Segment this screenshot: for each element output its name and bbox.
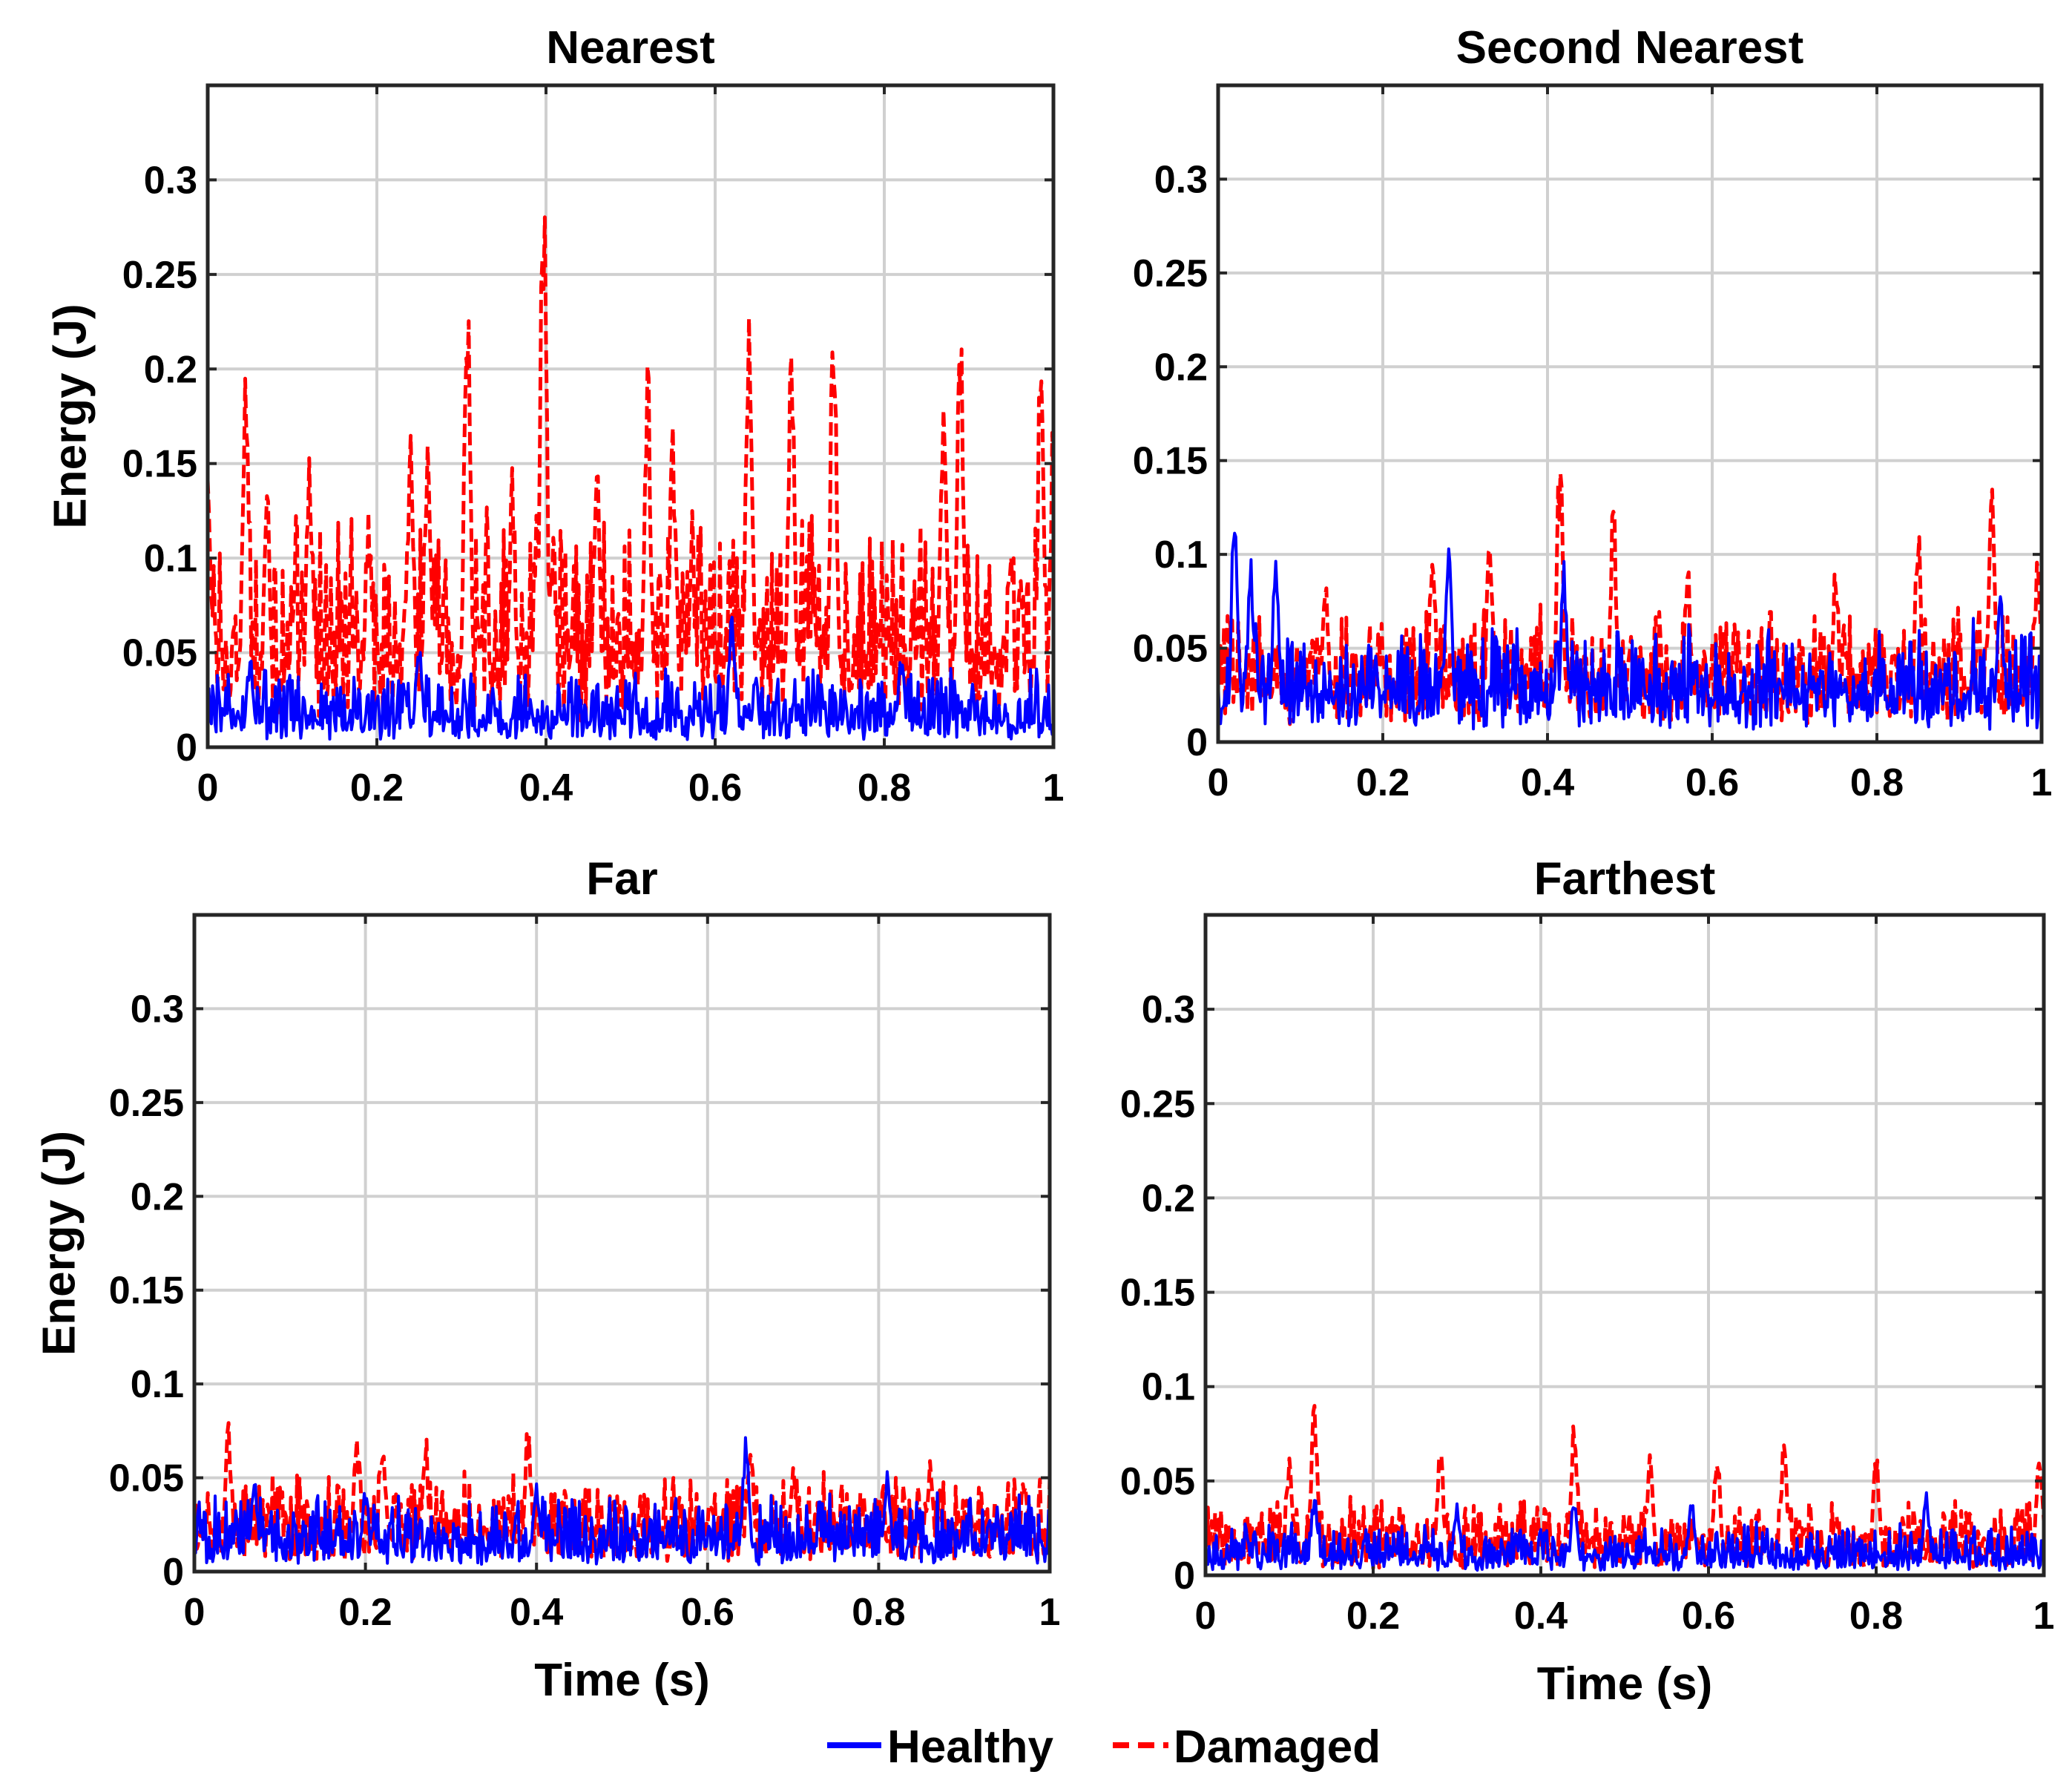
y-axis-label: Energy (J) (34, 1131, 85, 1356)
x-tick-label: 0.2 (1356, 761, 1410, 804)
series-line-healthy (1206, 1491, 2044, 1572)
x-tick-label: 0 (1208, 761, 1229, 804)
y-tick-label: 0.15 (1133, 440, 1208, 483)
x-tick-label: 0.6 (1682, 1595, 1735, 1638)
x-tick-label: 0.8 (852, 1591, 905, 1634)
y-tick-label: 0.2 (1142, 1177, 1195, 1220)
x-tick-label: 0.4 (519, 767, 573, 810)
x-axis-label: Time (s) (534, 1655, 710, 1706)
series-group (1218, 471, 2042, 731)
y-tick-label: 0.3 (1154, 158, 1208, 201)
axes-box (1203, 913, 2046, 1578)
x-tick-label: 0.6 (688, 767, 742, 810)
y-tick-label: 0.25 (109, 1082, 184, 1125)
x-tick-label: 1 (1043, 767, 1065, 810)
panel-title: Second Nearest (1456, 22, 1804, 73)
y-tick-label: 0.1 (1154, 534, 1208, 577)
y-tick-label: 0 (176, 726, 197, 769)
y-tick-label: 0.25 (1120, 1083, 1195, 1126)
y-tick-label: 0.25 (122, 254, 197, 297)
panel-title: Farthest (1534, 853, 1716, 905)
x-tick-label: 0.2 (350, 767, 404, 810)
grid (1206, 915, 2044, 1575)
x-tick-label: 1 (1039, 1591, 1061, 1634)
series-group (1206, 1404, 2044, 1572)
x-tick-label: 0 (197, 767, 219, 810)
y-tick-label: 0.2 (1154, 346, 1208, 389)
axes-box (205, 83, 1056, 749)
y-tick-label: 0.2 (144, 348, 197, 391)
legend: Healthy Damaged (827, 1721, 1381, 1773)
y-tick-label: 0.1 (144, 537, 197, 580)
x-tick-label: 0.6 (1685, 761, 1739, 804)
y-tick-label: 0.15 (109, 1270, 184, 1313)
panel-farthest: Farthest Time (s) 0 0.05 0.1 0.15 0.2 0.25 0.3… (1120, 853, 2055, 1710)
series-line-damaged (1218, 471, 2042, 726)
y-tick-label: 0.05 (1133, 628, 1208, 671)
series-line-damaged (1206, 1404, 2044, 1570)
y-tick-label: 0.1 (131, 1363, 184, 1406)
y-tick-label: 0 (1186, 721, 1208, 764)
y-tick-label: 0 (1174, 1555, 1195, 1598)
y-tick-label: 0.1 (1142, 1366, 1195, 1409)
y-tick-label: 0.15 (122, 443, 197, 486)
x-tick-label: 0.8 (858, 767, 911, 810)
x-tick-label: 0.8 (1849, 1595, 1903, 1638)
y-axis-label: Energy (J) (45, 303, 96, 528)
axes-box (1216, 83, 2044, 744)
x-tick-label: 0 (1195, 1595, 1217, 1638)
axes-box (192, 913, 1052, 1574)
panel-far: Far Energy (J) Time (s) 0 0.05 0.1 0.15 0.2 0… (34, 853, 1061, 1706)
y-tick-label: 0.3 (1142, 988, 1195, 1031)
x-tick-label: 0.8 (1850, 761, 1904, 804)
panel-nearest: Nearest Energy (J) 0 0.05 0.1 0.15 0.2 0.25 0.… (45, 22, 1065, 810)
x-axis-label: Time (s) (1537, 1658, 1713, 1710)
y-tick-label: 0 (162, 1551, 184, 1594)
x-tick-label: 0.4 (1521, 761, 1574, 804)
legend-label-damaged: Damaged (1174, 1721, 1381, 1773)
y-tick-label: 0.3 (131, 988, 184, 1031)
x-tick-label: 0.6 (681, 1591, 734, 1634)
legend-label-healthy: Healthy (887, 1721, 1053, 1773)
y-tick-label: 0.3 (144, 159, 197, 202)
x-tick-label: 1 (2031, 761, 2053, 804)
panel-second-nearest: Second Nearest 0 0.05 0.1 0.15 0.2 0.25 0.3 0 0.… (1133, 22, 2053, 804)
y-tick-label: 0.05 (109, 1457, 184, 1500)
series-group (208, 215, 1053, 741)
series-line-healthy (1218, 531, 2042, 731)
x-tick-label: 1 (2033, 1595, 2055, 1638)
y-tick-label: 0.05 (1120, 1460, 1195, 1503)
series-line-healthy (208, 615, 1053, 741)
x-tick-label: 0.2 (338, 1591, 392, 1634)
x-tick-label: 0 (184, 1591, 205, 1634)
grid (194, 915, 1050, 1572)
x-tick-label: 0.4 (1514, 1595, 1568, 1638)
x-tick-label: 0.2 (1346, 1595, 1400, 1638)
y-tick-label: 0.2 (131, 1175, 184, 1218)
series-line-damaged (208, 215, 1053, 723)
panel-title: Far (586, 853, 657, 905)
x-tick-label: 0.4 (510, 1591, 563, 1634)
y-tick-label: 0.15 (1120, 1272, 1195, 1315)
y-tick-label: 0.05 (122, 632, 197, 675)
panel-title: Nearest (546, 22, 714, 73)
series-line-healthy (194, 1436, 1050, 1566)
series-group (194, 1421, 1050, 1566)
y-tick-label: 0.25 (1133, 252, 1208, 295)
